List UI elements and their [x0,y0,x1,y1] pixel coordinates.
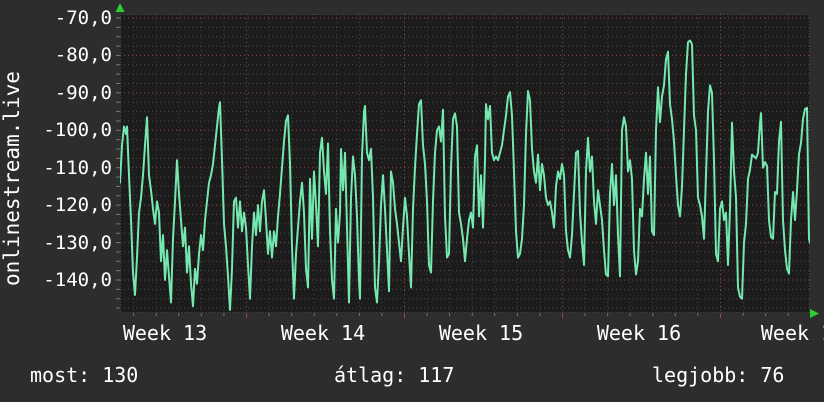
y-tick-label: -100,0 [43,119,112,142]
x-tick-label: Week 13 [122,321,208,345]
stat-current-label: most: [30,363,91,387]
x-axis-arrow-icon [810,309,819,318]
stat-average: átlag: 117 [334,363,454,387]
y-tick-label: -120,0 [43,194,112,217]
signal-level-chart-canvas [115,3,819,318]
stats-bar: most: 130 átlag: 117 legjobb: 76 [0,363,824,391]
y-tick-label: -110,0 [43,156,112,179]
stat-best: legjobb: 76 [652,363,784,387]
stat-best-label: legjobb: [652,363,749,387]
x-tick-label: Week 15 [438,321,524,345]
stat-best-value: 76 [760,363,785,387]
x-tick-label: Week 16 [596,321,682,345]
x-tick-label: Week 1 [760,321,824,345]
y-axis-arrow-icon [115,3,125,12]
y-tick-label: -130,0 [43,231,112,254]
y-tick-label: -90,0 [54,81,112,104]
y-tick-label: -140,0 [43,269,112,291]
signal-level-line [120,39,810,311]
y-tick-label: -70,0 [54,7,112,29]
stat-current-value: 130 [102,363,139,387]
y-tick-label: -80,0 [54,44,112,67]
stat-average-value: 117 [418,363,455,387]
x-tick-label: Week 14 [280,321,366,345]
plot-area [120,14,810,313]
stat-current: most: 130 [30,363,138,387]
stat-average-label: átlag: [334,363,407,387]
